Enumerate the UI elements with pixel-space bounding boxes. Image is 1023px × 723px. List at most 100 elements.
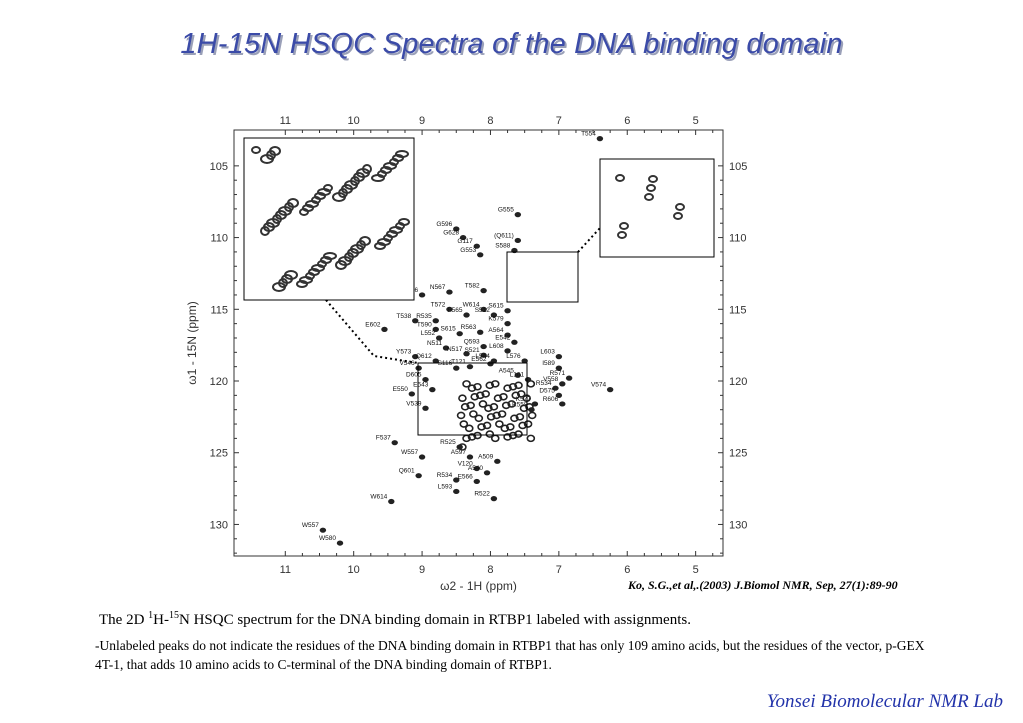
cluster-peak <box>473 431 482 440</box>
peak-label: S588 <box>495 242 511 249</box>
peak-label: Q612 <box>416 353 432 360</box>
peak-label: A597 <box>451 449 467 456</box>
cluster-peak <box>467 384 477 392</box>
inset-contour <box>371 174 385 182</box>
cluster-peak <box>526 380 536 388</box>
cluster-peak <box>490 434 500 443</box>
peak-label: T572 <box>431 301 446 308</box>
inset-contour <box>374 242 386 250</box>
cluster-peak <box>477 423 486 431</box>
peak <box>559 381 566 387</box>
y-tick-label-right: 130 <box>729 519 747 531</box>
peak-label: R571 <box>550 370 566 377</box>
peak-label: A564 <box>488 327 504 334</box>
peak <box>521 358 528 364</box>
peak-label: W614 <box>463 301 480 308</box>
peak-label: F537 <box>376 435 391 442</box>
cluster-peak <box>518 421 527 430</box>
peak-label: S521 <box>464 347 480 354</box>
y-tick-label-left: 125 <box>210 448 228 460</box>
peak-label: L603 <box>540 349 555 356</box>
peak <box>336 540 344 546</box>
peak <box>483 470 491 476</box>
peak-label: G553 <box>460 247 476 254</box>
cluster-peak <box>514 430 523 438</box>
peak <box>480 306 487 312</box>
peak-label: S615 <box>488 303 504 310</box>
peak-label: (Q611) <box>494 232 514 239</box>
inset-contour <box>251 146 261 154</box>
peak <box>555 365 563 371</box>
peak-label: V574 <box>591 382 607 389</box>
cluster-peak <box>485 430 495 438</box>
x-tick-label-bottom: 11 <box>280 564 291 576</box>
peak-label: L608 <box>489 343 504 350</box>
cluster-peak <box>511 391 521 400</box>
peak <box>415 473 422 479</box>
cluster-peak <box>467 433 477 441</box>
inset-contour-right <box>615 174 625 182</box>
peak-label: G117 <box>457 238 473 245</box>
x-tick-label-top: 7 <box>556 115 562 127</box>
peak <box>418 454 426 460</box>
cluster-peak <box>506 423 515 431</box>
peak <box>490 496 498 502</box>
peak-label: V539 <box>406 400 422 407</box>
lab-name: Yonsei Biomolecular NMR Lab <box>766 691 1003 712</box>
hsqc-spectrum-figure: 11 11 10 10 9 9 8 8 7 7 6 6 5 5 105 105 110 110 115 115 120 1… <box>185 115 747 593</box>
peak-label: R525 <box>440 439 456 446</box>
peak <box>480 352 487 358</box>
peak-label: S512 <box>475 307 491 314</box>
cluster-peak <box>473 382 482 391</box>
y-tick-label-left: 130 <box>210 519 228 531</box>
x-tick-label-top: 6 <box>624 115 630 127</box>
peak <box>463 351 470 357</box>
connector-right <box>577 227 601 253</box>
inset-contour-right <box>644 193 654 201</box>
cluster-peak <box>523 420 533 428</box>
peak <box>511 339 518 345</box>
caption-sup-1: 1 <box>148 610 154 621</box>
peak-label: Y573 <box>396 349 412 356</box>
peak <box>552 385 559 391</box>
peak-label: G596 <box>436 221 452 228</box>
peak <box>429 387 436 393</box>
peak-label: S615 <box>441 326 457 333</box>
peak <box>418 292 426 298</box>
peak-label: E566 <box>458 473 474 480</box>
caption-post: N HSQC spectrum for the DNA binding doma… <box>178 612 691 628</box>
peak <box>412 318 419 324</box>
cluster-peak <box>495 420 504 428</box>
cluster-peak <box>464 424 474 433</box>
peak-label: L576 <box>506 353 521 360</box>
caption-pre: The 2D <box>99 612 149 628</box>
peak-label: L101 <box>510 372 525 379</box>
peak-label: N517 <box>447 346 463 353</box>
peak-label: N567 <box>430 284 446 291</box>
cluster-peak <box>458 443 467 451</box>
peak-label: L544 <box>475 353 490 360</box>
cluster-peak <box>482 421 492 430</box>
slide-title: 1H-15N HSQC Spectra of the DNA binding d… <box>180 28 843 60</box>
peak-label: L552 <box>421 330 436 337</box>
cluster-peak <box>507 400 516 408</box>
figure-caption: The 2D 1H-15N HSQC spectrum for the DNA … <box>99 610 691 629</box>
peak <box>466 364 474 370</box>
inset-contour <box>296 280 308 288</box>
peak <box>388 498 395 505</box>
peak-label: N511 <box>427 340 442 347</box>
cluster-peak <box>460 403 470 411</box>
peak <box>473 478 480 485</box>
peak-label: T538 <box>396 313 411 320</box>
x-tick-label-top: 8 <box>487 115 493 127</box>
x-tick-label-top: 10 <box>348 115 360 127</box>
cluster-peak <box>526 434 536 443</box>
peak-label: Q593 <box>464 339 480 346</box>
cluster-peak <box>489 403 499 411</box>
peak-label: W557 <box>401 449 418 456</box>
peak-label: T582 <box>465 283 480 290</box>
cluster-peak <box>475 391 485 400</box>
y-tick-label-right: 120 <box>729 376 747 388</box>
x-tick-label-bottom: 10 <box>348 564 360 576</box>
peak-label: D575 <box>539 387 555 394</box>
